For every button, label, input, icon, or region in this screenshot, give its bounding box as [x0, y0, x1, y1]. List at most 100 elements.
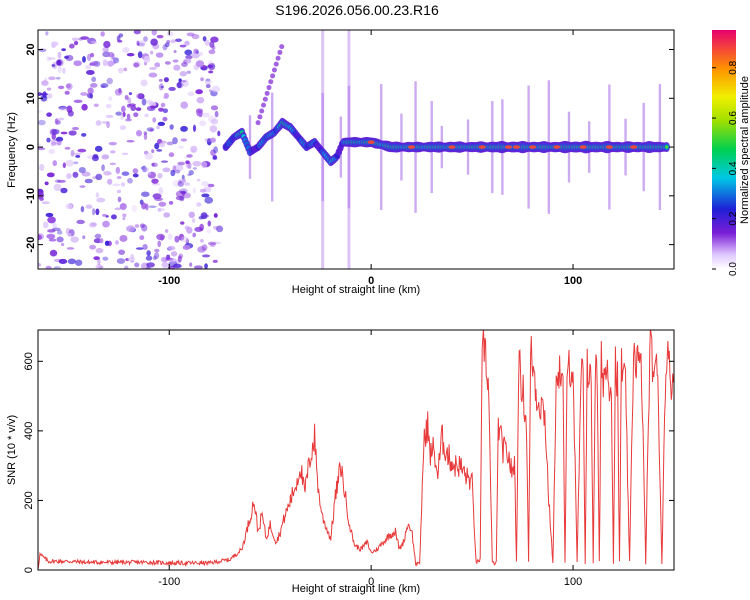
noise-blob [206, 229, 212, 234]
noise-blob [79, 185, 86, 188]
noise-blob [52, 61, 58, 70]
noise-blob [201, 193, 210, 198]
noise-blob [89, 52, 95, 58]
noise-blob [134, 262, 140, 268]
noise-blob [192, 218, 196, 223]
figure-title: S196.2026.056.00.23.R16 [275, 2, 439, 18]
noise-blob [52, 160, 58, 167]
noise-blob [118, 249, 126, 255]
noise-blob [185, 54, 193, 60]
noise-blob [209, 242, 216, 248]
noise-blob [53, 183, 62, 192]
noise-blob [105, 103, 112, 109]
noise-blob [144, 113, 149, 118]
noise-blob [95, 192, 100, 198]
noise-blob [45, 31, 49, 36]
noise-blob [178, 145, 184, 149]
noise-blob [48, 148, 56, 155]
noise-blob [180, 101, 189, 109]
noise-blob [176, 81, 182, 89]
noise-blob [78, 166, 86, 174]
noise-blob [69, 43, 75, 49]
noise-blob [142, 244, 148, 250]
noise-blob [38, 92, 42, 96]
noise-blob [172, 137, 178, 145]
noise-blob [121, 152, 129, 156]
noise-blob [44, 181, 49, 186]
noise-blob [86, 69, 95, 75]
noise-blob [192, 187, 196, 194]
noise-blob [101, 121, 109, 124]
noise-blob [110, 214, 117, 220]
noise-blob [160, 160, 169, 163]
noise-blob [188, 211, 195, 219]
noise-blob [148, 72, 158, 78]
noise-blob [160, 102, 166, 108]
noise-blob [209, 41, 215, 48]
noise-blob [201, 181, 209, 187]
long-streak [347, 30, 351, 269]
noise-blob [161, 261, 169, 269]
noise-blob [156, 149, 163, 152]
noise-blob [204, 263, 208, 269]
noise-blob [213, 146, 218, 154]
noise-blob [87, 87, 94, 95]
noise-blob [155, 52, 164, 58]
diag-blob [275, 55, 281, 61]
noise-blob [108, 96, 113, 102]
noise-blob [56, 230, 63, 235]
noise-blob [164, 229, 169, 233]
noise-blob [39, 197, 44, 201]
noise-blob [189, 262, 193, 267]
ridge-hotspot [367, 140, 375, 144]
noise-blob [186, 32, 195, 37]
noise-blob [164, 61, 171, 65]
noise-blob [107, 52, 114, 58]
noise-blob [151, 162, 158, 168]
noise-blob [166, 31, 174, 37]
ridge-hotspot [605, 145, 613, 149]
ridge-hotspot [478, 145, 486, 149]
noise-blob [213, 213, 218, 218]
diag-blob [266, 85, 272, 91]
noise-blob [174, 164, 184, 172]
noise-blob [146, 250, 151, 257]
noise-blob [100, 31, 105, 37]
noise-blob [62, 67, 66, 74]
noise-blob [123, 67, 128, 72]
noise-blob [156, 233, 165, 241]
noise-blob [151, 149, 155, 154]
noise-blob [51, 133, 57, 140]
noise-blob [95, 208, 100, 216]
noise-blob [172, 263, 182, 269]
noise-blob [119, 234, 128, 242]
noise-blob [135, 247, 144, 250]
noise-blob [142, 165, 147, 173]
noise-blob [135, 107, 142, 112]
noise-blob [143, 132, 148, 141]
noise-blob [66, 247, 75, 250]
y-tick-label: 0 [23, 567, 35, 573]
noise-blob [130, 253, 135, 260]
noise-blob [110, 57, 118, 62]
noise-blob [175, 38, 182, 43]
noise-blob [102, 47, 109, 53]
noise-blob [122, 217, 126, 220]
noise-blob [71, 37, 79, 42]
noise-blob [95, 263, 103, 269]
snr-xlabel: Height of straight line (km) [292, 583, 420, 595]
diag-blob [271, 67, 277, 73]
noise-blob [42, 221, 49, 229]
noise-blob [86, 93, 93, 99]
noise-blob [104, 240, 110, 246]
noise-blob [151, 162, 155, 167]
snr-ylabel: SNR (10 * v/v) [6, 415, 18, 485]
noise-blob [95, 247, 104, 254]
noise-blob [172, 179, 181, 187]
noise-blob [166, 254, 171, 259]
noise-blob [168, 200, 174, 205]
noise-blob [50, 41, 59, 47]
noise-blob [182, 244, 191, 250]
noise-blob [46, 172, 55, 178]
